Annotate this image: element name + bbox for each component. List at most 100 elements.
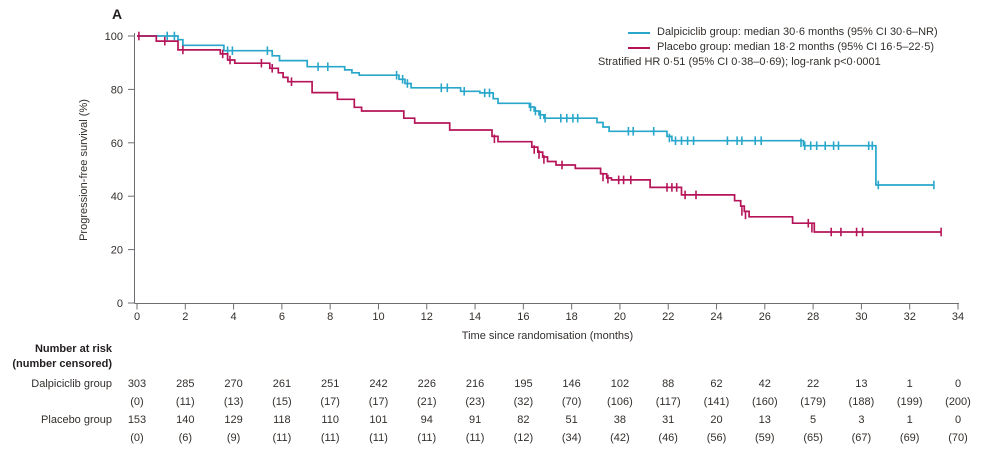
risk-value: 3 <box>858 414 865 426</box>
risk-censored-value: (67) <box>851 432 872 444</box>
risk-value: 153 <box>127 414 147 426</box>
svg-text:12: 12 <box>421 311 433 323</box>
risk-value: 62 <box>710 378 723 390</box>
risk-value: 91 <box>468 414 482 426</box>
svg-text:16: 16 <box>517 311 529 323</box>
svg-text:4: 4 <box>231 311 237 323</box>
risk-censored-value: (32) <box>513 396 534 408</box>
risk-value: 226 <box>417 378 436 390</box>
legend-label-placebo: Placebo group: median 18·2 months (95% C… <box>657 41 934 53</box>
risk-value: 261 <box>272 378 292 390</box>
risk-censored-value: (188) <box>848 396 875 408</box>
risk-value: 129 <box>224 414 243 426</box>
risk-censored-value: (106) <box>607 396 633 408</box>
risk-value: 303 <box>127 378 147 390</box>
risk-censored-value: (0) <box>130 432 144 444</box>
risk-value: 270 <box>224 378 243 390</box>
risk-value: 110 <box>321 414 339 426</box>
risk-value: 0 <box>954 378 962 390</box>
risk-value: 5 <box>810 414 817 426</box>
risk-censored-value: (11) <box>175 396 195 408</box>
risk-censored-value: (46) <box>658 432 678 444</box>
legend-hr-note: Stratified HR 0·51 (95% CI 0·38–0·69); l… <box>598 56 881 68</box>
risk-censored-value: (11) <box>320 432 340 444</box>
risk-censored-value: (42) <box>610 432 630 444</box>
risk-value: 82 <box>517 414 530 426</box>
risk-value: 51 <box>565 414 578 426</box>
risk-value: 20 <box>710 414 723 426</box>
risk-censored-value: (13) <box>223 396 244 408</box>
risk-censored-value: (199) <box>896 396 923 408</box>
svg-text:34: 34 <box>952 311 964 323</box>
risk-value: 1 <box>906 414 913 426</box>
risk-value: 101 <box>369 414 388 426</box>
risk-censored-value: (117) <box>655 396 681 408</box>
risk-value: 118 <box>273 414 291 426</box>
svg-text:0: 0 <box>134 311 140 323</box>
risk-value: 42 <box>758 378 771 390</box>
svg-text:2: 2 <box>182 311 188 323</box>
risk-table-header-line1: Number at risk <box>34 343 112 355</box>
risk-table-header-line2: (number censored) <box>12 358 112 370</box>
risk-censored-value: (70) <box>948 432 968 444</box>
risk-row-label-placebo: Placebo group <box>41 414 112 426</box>
panel-label: A <box>112 6 123 22</box>
risk-value: 251 <box>321 378 340 390</box>
svg-text:28: 28 <box>807 311 819 323</box>
svg-text:18: 18 <box>566 311 578 323</box>
risk-value: 140 <box>176 414 195 426</box>
risk-censored-value: (15) <box>272 396 292 408</box>
risk-censored-value: (179) <box>800 396 826 408</box>
svg-text:24: 24 <box>710 311 722 323</box>
svg-text:26: 26 <box>759 311 771 323</box>
risk-censored-value: (17) <box>368 396 389 408</box>
risk-censored-value: (69) <box>899 432 920 444</box>
risk-censored-value: (160) <box>751 396 778 408</box>
risk-censored-value: (56) <box>706 432 727 444</box>
svg-text:22: 22 <box>662 311 674 323</box>
risk-value: 1 <box>906 378 913 390</box>
risk-censored-value: (59) <box>755 432 775 444</box>
risk-row-label-dalpiciclib: Dalpiciclib group <box>31 378 112 390</box>
svg-text:80: 80 <box>111 84 123 96</box>
y-axis-title: Progression-free survival (%) <box>78 99 90 241</box>
svg-text:40: 40 <box>111 191 123 203</box>
risk-censored-value: (17) <box>320 396 340 408</box>
risk-value: 22 <box>806 378 820 390</box>
svg-text:32: 32 <box>904 311 916 323</box>
risk-value: 13 <box>758 414 771 426</box>
risk-censored-value: (11) <box>417 432 437 444</box>
risk-value: 146 <box>562 378 581 390</box>
svg-text:0: 0 <box>117 298 123 310</box>
risk-value: 31 <box>662 414 675 426</box>
risk-censored-value: (11) <box>272 432 292 444</box>
svg-text:100: 100 <box>105 31 123 43</box>
svg-text:6: 6 <box>279 311 285 323</box>
risk-value: 38 <box>613 414 627 426</box>
risk-censored-value: (200) <box>945 396 971 408</box>
svg-text:20: 20 <box>614 311 626 323</box>
risk-censored-value: (9) <box>226 432 241 444</box>
svg-text:8: 8 <box>327 311 333 323</box>
risk-censored-value: (70) <box>561 396 582 408</box>
legend-entry-placebo: Placebo group: median 18·2 months (95% C… <box>628 40 934 55</box>
risk-value: 242 <box>369 378 388 390</box>
risk-value: 0 <box>954 414 962 426</box>
x-axis-title: Time since randomisation (months) <box>461 330 634 342</box>
risk-value: 195 <box>514 378 533 390</box>
risk-censored-value: (12) <box>513 432 534 444</box>
risk-censored-value: (0) <box>130 396 144 408</box>
risk-censored-value: (11) <box>465 432 485 444</box>
risk-censored-value: (11) <box>369 432 388 444</box>
risk-censored-value: (23) <box>465 396 485 408</box>
risk-censored-value: (34) <box>561 432 582 444</box>
legend-line-dalpiciclib-icon <box>628 31 650 34</box>
risk-censored-value: (21) <box>417 396 437 408</box>
svg-text:20: 20 <box>111 245 123 257</box>
risk-value: 285 <box>176 378 195 390</box>
risk-censored-value: (141) <box>703 396 730 408</box>
svg-text:60: 60 <box>111 138 123 150</box>
risk-censored-value: (6) <box>178 432 193 444</box>
risk-value: 94 <box>420 414 433 426</box>
